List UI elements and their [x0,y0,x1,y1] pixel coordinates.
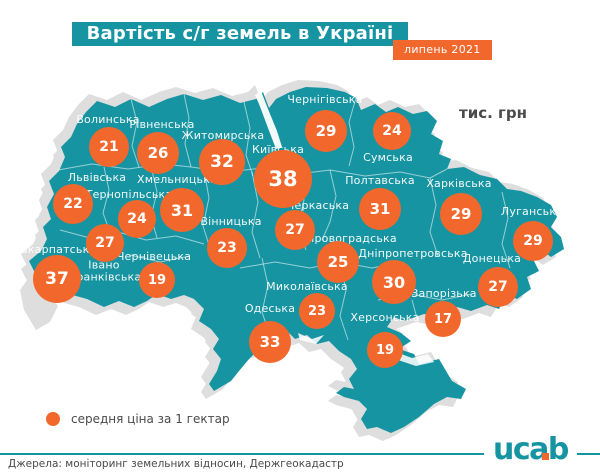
region-marker: 27 [275,210,315,250]
region-label: Рівненська [129,117,195,131]
region-marker: 19 [367,332,403,368]
region-label: Дніпропетровська [358,246,468,260]
region-marker: 19 [139,262,175,298]
region-label: Луганська [500,204,564,218]
region-label: Івано Франківська [66,258,142,284]
region-marker: 30 [372,260,416,304]
region-marker: 24 [373,112,411,150]
ucab-logo-text: ucab [493,432,569,467]
map-land [29,87,564,433]
region-marker: 24 [118,200,156,238]
region-marker: 31 [359,188,401,230]
region-label: Закарпатська [13,242,97,256]
region-label: Кіровоградська [303,231,397,245]
region-label: Львівська [67,170,127,184]
region-marker: 29 [440,193,482,235]
region-borders [57,93,511,342]
region-marker: 22 [53,184,93,224]
region-marker: 26 [137,132,179,174]
region-label: Донецька [462,251,522,265]
region-label: Вінницька [200,214,262,228]
region-marker: 23 [207,228,247,268]
region-marker: 37 [33,255,81,303]
ucab-logo: ucab [484,433,577,466]
ucab-logo-dot-icon [542,453,549,460]
region-label: Волинська [76,112,140,126]
region-marker: 27 [478,267,518,307]
legend-label: середня ціна за 1 гектар [71,412,230,426]
legend-dot-icon [46,412,60,426]
region-label: Запорізька [411,286,477,300]
region-label: Миколаївська [266,279,348,293]
footer-divider [0,453,600,455]
region-label: Тернопільська [85,187,173,201]
region-marker: 31 [160,188,204,232]
region-marker: 25 [317,241,359,283]
region-label: Хмельницька [136,172,218,186]
region-marker: 29 [305,110,347,152]
region-label: Житомирська [181,128,265,142]
region-label: Полтавська [345,173,415,187]
region-marker: 32 [199,139,245,185]
date-badge: липень 2021 [393,40,492,60]
region-label: Сумська [363,150,413,164]
region-marker: 29 [513,221,553,261]
unit-label: тис. грн [459,104,527,122]
region-label: Чернігівська [287,92,363,106]
page-title: Вартість с/г земель в Україні [72,22,408,46]
region-label: Херсонська [350,310,420,324]
region-label: Чернівецька [116,249,192,263]
region-label: Черкаська [286,198,350,212]
region-label: Харківська [426,176,492,190]
legend: середня ціна за 1 гектар [46,412,230,426]
region-marker: 38 [254,150,312,208]
region-marker: 17 [425,301,461,337]
region-label: Одеська [244,301,296,315]
source-text: Джерела: моніторинг земельних відносин, … [8,458,344,470]
region-marker: 23 [299,293,335,329]
region-marker: 27 [86,224,124,262]
region-marker: 21 [89,127,129,167]
region-marker: 33 [249,321,291,363]
